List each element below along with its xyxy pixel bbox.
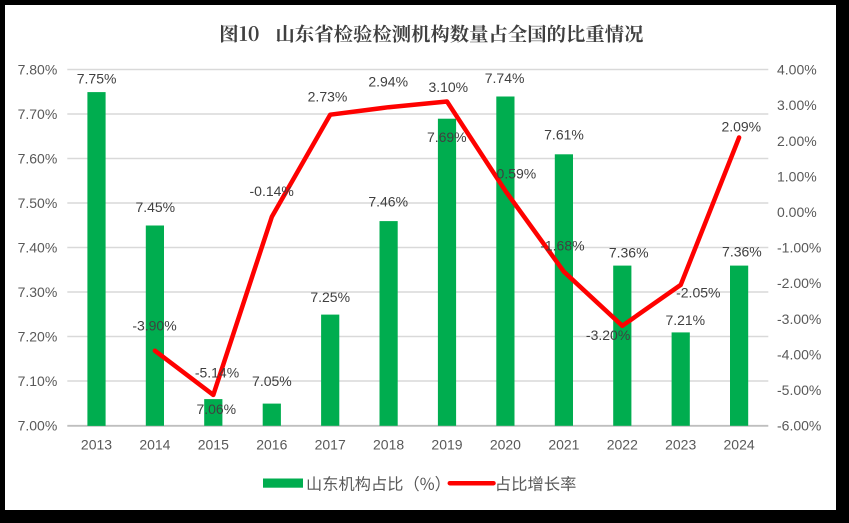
svg-text:2013: 2013 <box>81 437 112 453</box>
svg-text:-5.00%: -5.00% <box>777 382 821 398</box>
svg-text:7.36%: 7.36% <box>722 243 762 259</box>
svg-text:7.75%: 7.75% <box>77 70 117 86</box>
svg-text:-3.00%: -3.00% <box>777 311 821 327</box>
svg-text:7.30%: 7.30% <box>18 284 58 300</box>
svg-text:-1.00%: -1.00% <box>777 240 821 256</box>
svg-text:2020: 2020 <box>490 437 521 453</box>
svg-text:0.00%: 0.00% <box>777 204 817 220</box>
svg-text:2014: 2014 <box>139 437 170 453</box>
svg-text:2023: 2023 <box>665 437 696 453</box>
svg-text:2022: 2022 <box>607 437 638 453</box>
svg-text:7.21%: 7.21% <box>665 312 705 328</box>
svg-text:7.00%: 7.00% <box>18 418 58 434</box>
svg-text:2.00%: 2.00% <box>777 133 817 149</box>
svg-text:-6.00%: -6.00% <box>777 418 821 434</box>
svg-text:-2.00%: -2.00% <box>777 275 821 291</box>
svg-text:2.94%: 2.94% <box>368 74 408 90</box>
svg-text:7.50%: 7.50% <box>18 195 58 211</box>
svg-text:7.45%: 7.45% <box>135 199 175 215</box>
svg-text:1.00%: 1.00% <box>777 168 817 184</box>
svg-text:-2.05%: -2.05% <box>676 284 720 300</box>
svg-text:7.74%: 7.74% <box>485 70 525 86</box>
svg-text:3.00%: 3.00% <box>777 97 817 113</box>
svg-text:-3.20%: -3.20% <box>586 327 630 343</box>
svg-text:0.59%: 0.59% <box>497 166 537 182</box>
svg-text:7.69%: 7.69% <box>427 129 467 145</box>
svg-text:7.61%: 7.61% <box>544 127 584 143</box>
svg-text:7.10%: 7.10% <box>18 373 58 389</box>
svg-text:7.25%: 7.25% <box>310 289 350 305</box>
svg-text:-5.14%: -5.14% <box>195 365 239 381</box>
svg-text:3.10%: 3.10% <box>428 79 468 95</box>
svg-text:7.20%: 7.20% <box>18 329 58 345</box>
svg-text:7.40%: 7.40% <box>18 240 58 256</box>
svg-text:2016: 2016 <box>256 437 287 453</box>
svg-text:2017: 2017 <box>315 437 346 453</box>
svg-text:7.70%: 7.70% <box>18 106 58 122</box>
svg-text:2.73%: 2.73% <box>308 89 348 105</box>
svg-text:7.05%: 7.05% <box>252 373 292 389</box>
svg-text:-3.90%: -3.90% <box>132 318 176 334</box>
svg-text:7.80%: 7.80% <box>18 62 58 78</box>
svg-text:2021: 2021 <box>548 437 579 453</box>
svg-text:7.60%: 7.60% <box>18 151 58 167</box>
svg-text:7.36%: 7.36% <box>609 245 649 261</box>
svg-text:2024: 2024 <box>724 437 755 453</box>
svg-text:-4.00%: -4.00% <box>777 346 821 362</box>
svg-text:7.46%: 7.46% <box>368 194 408 210</box>
svg-text:2018: 2018 <box>373 437 404 453</box>
svg-text:2019: 2019 <box>431 437 462 453</box>
svg-text:2.09%: 2.09% <box>721 119 761 135</box>
svg-text:-1.68%: -1.68% <box>540 238 584 254</box>
svg-text:4.00%: 4.00% <box>777 62 817 78</box>
svg-text:-0.14%: -0.14% <box>250 183 294 199</box>
svg-text:2015: 2015 <box>198 437 229 453</box>
svg-text:7.06%: 7.06% <box>196 401 236 417</box>
